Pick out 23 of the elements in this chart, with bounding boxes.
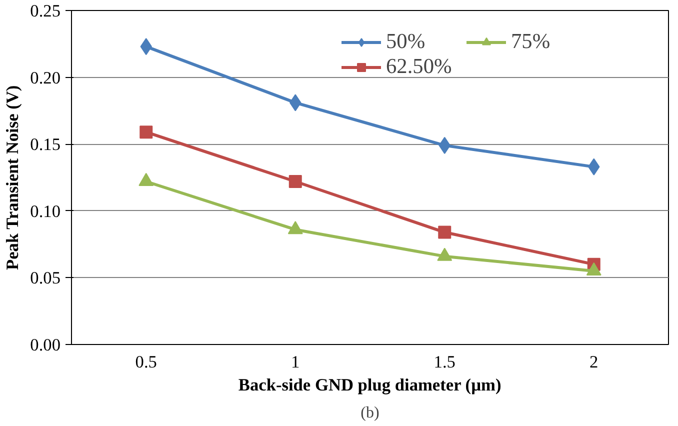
y-tick-label: 0.00 <box>30 336 61 354</box>
legend-label: 50% <box>386 29 426 54</box>
y-tick-label: 0.15 <box>30 135 61 154</box>
point <box>288 175 302 188</box>
x-axis-title: Back-side GND plug diameter (µm) <box>238 376 502 394</box>
legend-label: 75% <box>511 29 552 54</box>
point <box>438 226 452 239</box>
x-tick-label: 0.5 <box>135 352 157 372</box>
y-tick-label: 0.20 <box>30 68 61 88</box>
point <box>437 248 452 261</box>
x-tick-label: 1.5 <box>434 352 456 372</box>
y-tick-label: 0.25 <box>30 2 61 20</box>
y-tick-label: 0.05 <box>30 268 61 288</box>
legend-label: 62.50% <box>386 54 453 79</box>
y-axis-title: Peak Transient Noise (V) <box>3 85 22 270</box>
point <box>138 172 154 186</box>
text: (b) <box>360 404 380 422</box>
point <box>288 221 303 234</box>
y-tick-label: 0.10 <box>30 202 61 221</box>
point <box>140 126 153 139</box>
x-tick-label: 2 <box>590 352 598 372</box>
point <box>586 262 602 276</box>
x-tick-label: 1 <box>291 352 300 372</box>
